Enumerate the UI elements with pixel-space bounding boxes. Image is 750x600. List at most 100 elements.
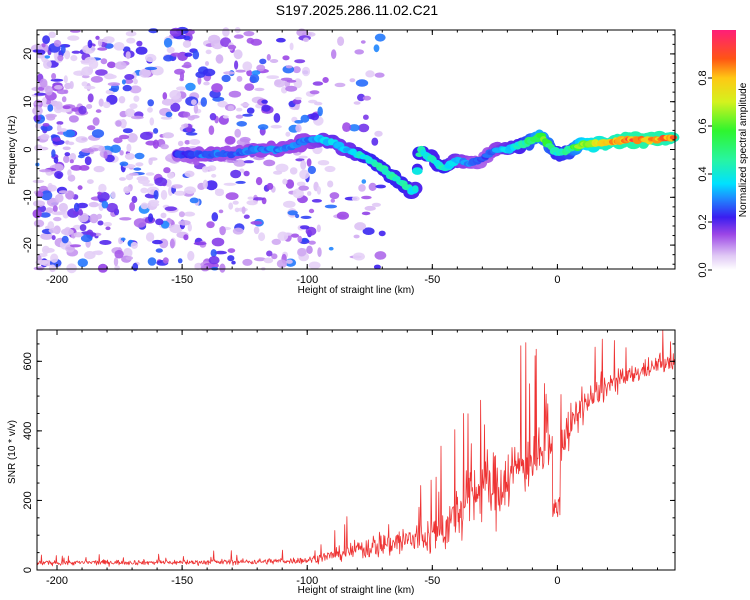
- spectrogram-noise-cell: [70, 55, 78, 62]
- spectrogram-noise-cell: [125, 31, 137, 37]
- spectrogram-noise-cell: [223, 182, 237, 186]
- spectrogram-noise-cell: [102, 101, 111, 109]
- spectrogram-noise-cell: [299, 169, 310, 180]
- spectrogram-noise-cell: [232, 227, 244, 235]
- spectrogram-noise-cell: [261, 99, 268, 104]
- spectrogram-noise-cell: [240, 103, 250, 107]
- spectrogram-noise-cell: [80, 234, 93, 243]
- spectrogram-noise-cell: [39, 212, 51, 218]
- spectrogram-noise-cell: [66, 263, 77, 274]
- spectrogram-noise-cell: [166, 46, 175, 54]
- spectrogram-noise-cell: [41, 245, 50, 255]
- spectrogram-noise-cell: [124, 74, 135, 80]
- spectrogram-noise-cell: [292, 98, 302, 105]
- spectrogram-noise-cell: [131, 115, 144, 120]
- spectrogram-noise-cell: [223, 71, 235, 75]
- spectrogram-noise-cell: [225, 192, 239, 201]
- snr-series-line: [36, 330, 676, 567]
- spectrogram-noise-cell: [137, 178, 150, 185]
- x-tick-label: 0: [554, 575, 560, 587]
- spectrogram-noise-cell: [250, 38, 262, 46]
- spectrogram-noise-cell: [214, 250, 227, 255]
- snr-panel: -200 -150 -100 -50 0 0 200 400 600 Height of str…: [7, 329, 676, 596]
- spectrogram-noise-cell: [303, 37, 309, 43]
- spectrogram-noise-cell: [73, 209, 80, 216]
- spectrogram-noise-cell: [48, 31, 56, 38]
- spectrogram-noise-cell: [294, 96, 302, 101]
- spectrogram-noise-cell: [206, 221, 215, 229]
- spectrogram-noise-cell: [56, 89, 68, 95]
- spectrogram-noise-cell: [36, 54, 45, 59]
- spectrogram-noise-cell: [235, 114, 244, 119]
- spectrogram-noise-cell: [306, 245, 313, 254]
- spectrogram-noise-cell: [140, 131, 153, 140]
- spectrogram-noise-cell: [134, 152, 145, 160]
- spectrogram-noise-cell: [169, 89, 182, 100]
- spectrogram-noise-cell: [324, 165, 336, 173]
- colorbar-gradient: [712, 30, 736, 270]
- spectrogram-noise-cell: [276, 259, 287, 269]
- spectrogram-noise-cell: [365, 70, 375, 78]
- spectrogram-noise-cell: [81, 148, 94, 154]
- spectrogram-noise-cell: [94, 250, 103, 256]
- spectrogram-noise-cell: [140, 202, 149, 210]
- spectrogram-noise-cell: [192, 50, 200, 60]
- spectrogram-noise-cell: [222, 27, 230, 37]
- spectrogram-noise-cell: [208, 34, 221, 44]
- spectrogram-noise-cell: [110, 144, 121, 153]
- spectrogram-noise-cell: [40, 190, 53, 201]
- spectrogram-noise-cell: [371, 137, 379, 146]
- spectrogram-noise-cell: [255, 177, 263, 186]
- spectrogram-noise-cell: [147, 99, 154, 107]
- spectrogram-noise-cell: [114, 265, 120, 271]
- x-tick-label: -100: [296, 274, 318, 286]
- spectrogram-noise-cell: [177, 140, 184, 147]
- spectrogram-noise-cell: [39, 78, 48, 88]
- spectrogram-noise-cell: [374, 130, 383, 137]
- spectrogram-noise-cell: [169, 27, 182, 37]
- spectrogram-noise-cell: [310, 112, 320, 121]
- spectrogram-noise-cell: [44, 55, 51, 59]
- spectrogram-noise-cell: [153, 190, 159, 200]
- spectrogram-noise-cell: [360, 40, 366, 44]
- spectrogram-noise-cell: [191, 99, 197, 106]
- x-tick-label: -200: [46, 274, 68, 286]
- spectrogram-noise-cell: [211, 83, 223, 93]
- spectrogram-noise-cell: [125, 51, 131, 60]
- spectrogram-noise-cell: [373, 44, 380, 53]
- spectrogram-noise-cell: [152, 239, 163, 245]
- spectrogram-noise-cell: [266, 54, 271, 61]
- spectrogram-noise-cell: [317, 106, 323, 117]
- spectrogram-noise-cell: [67, 35, 80, 41]
- spectrogram-noise-cell: [233, 34, 244, 39]
- spectrogram-noise-cell: [149, 157, 158, 161]
- spectrogram-noise-cell: [314, 101, 323, 106]
- spectrogram-noise-cell: [342, 122, 351, 132]
- spectrogram-noise-cell: [177, 258, 183, 264]
- spectrogram-noise-cell: [179, 71, 185, 81]
- x-tick-label: 0: [554, 274, 560, 286]
- spectrogram-noise-cell: [300, 237, 309, 243]
- spectrogram-noise-cell: [266, 182, 274, 190]
- y-tick-label: 600: [22, 352, 34, 370]
- spectrogram-noise-cell: [266, 250, 273, 257]
- spectrogram-noise-cell: [81, 137, 87, 141]
- spectrogram-noise-cell: [164, 206, 177, 211]
- spectrogram-noise-cell: [78, 105, 87, 115]
- spectrogram-noise-cell: [71, 50, 81, 54]
- spectrogram-noise-cell: [294, 105, 300, 110]
- spectrogram-noise-cell: [236, 107, 243, 112]
- spectrogram-noise-cell: [171, 184, 183, 189]
- spectrogram-noise-cell: [100, 58, 108, 65]
- spectrogram-noise-cell: [228, 90, 242, 98]
- spectrogram-noise-cell: [95, 35, 100, 40]
- spectrogram-noise-cell: [232, 200, 239, 205]
- spectrogram-noise-cell: [282, 178, 288, 185]
- spectrogram-noise-cell: [227, 248, 236, 254]
- spectrogram-noise-cell: [241, 206, 246, 214]
- spectrogram-noise-cell: [132, 262, 139, 272]
- spectrogram-noise-cell: [69, 81, 74, 89]
- spectrogram-noise-cell: [80, 59, 92, 64]
- spectrogram-noise-cell: [87, 179, 94, 185]
- spectrogram-noise-cell: [145, 53, 157, 63]
